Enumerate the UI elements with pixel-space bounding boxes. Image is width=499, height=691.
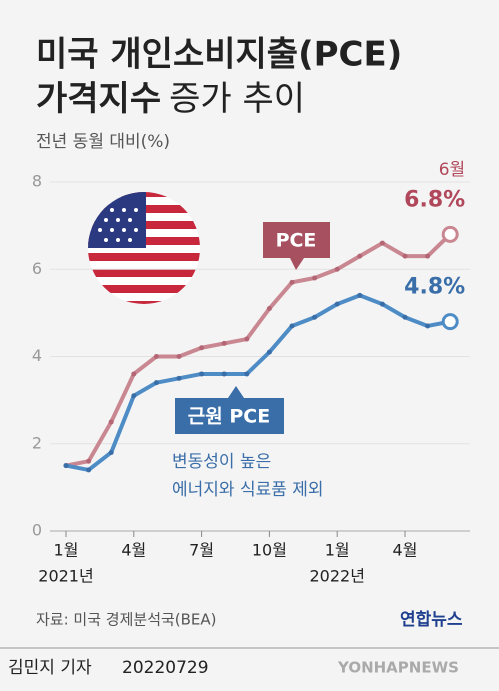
point	[108, 449, 114, 455]
point	[244, 336, 250, 342]
x-tick-label: 10월	[252, 541, 287, 560]
point	[63, 463, 69, 469]
point	[266, 349, 272, 355]
point	[357, 253, 363, 259]
point	[289, 323, 295, 329]
point	[425, 323, 431, 329]
point	[441, 225, 459, 243]
series-callout	[263, 222, 330, 270]
x-tick-label: 1월	[325, 541, 350, 560]
point	[176, 375, 182, 381]
point	[86, 458, 92, 464]
point	[153, 354, 159, 359]
point	[334, 266, 340, 272]
date: 20220729	[122, 658, 209, 678]
point	[266, 306, 272, 312]
point	[131, 371, 137, 377]
point	[312, 275, 318, 281]
point	[334, 301, 340, 307]
line	[65, 232, 452, 468]
point	[244, 371, 250, 377]
value-label: 4.8%	[404, 275, 465, 300]
brand: 연합뉴스	[400, 609, 463, 630]
point	[221, 340, 227, 346]
point	[425, 253, 431, 259]
point	[86, 467, 92, 473]
point	[131, 393, 137, 399]
source: 자료: 미국 경제분석국(BEA)	[36, 611, 217, 629]
point	[402, 253, 408, 259]
annotation: 에너지와 식료품 제외	[172, 480, 324, 500]
title: 증가 추이	[169, 79, 305, 119]
point	[199, 371, 205, 377]
point	[199, 345, 205, 351]
us-flag	[88, 192, 200, 304]
y-axis-label: 전년 동월 대비(%)	[36, 132, 170, 152]
series-label: 근원 PCE	[188, 406, 270, 428]
y-tick-label: 8	[32, 172, 42, 191]
point	[289, 279, 295, 285]
point	[379, 301, 385, 307]
last-point-label: 6월	[439, 160, 465, 180]
point	[221, 371, 227, 377]
point	[379, 240, 385, 246]
y-tick-label: 6	[32, 259, 42, 278]
series-callout	[175, 386, 284, 434]
series-label: PCE	[276, 230, 317, 252]
annotation: 변동성이 높은	[172, 452, 271, 472]
title: 가격지수	[36, 79, 161, 119]
x-tick-label: 4월	[121, 541, 146, 560]
x-tick-label: 1월	[54, 541, 79, 560]
x-tick-label: 7월	[189, 541, 214, 560]
point	[312, 314, 318, 320]
title: 미국 개인소비지출(PCE)	[36, 35, 402, 75]
point	[108, 419, 114, 425]
x-tick-label: 4월	[393, 541, 418, 560]
point	[176, 354, 182, 359]
line	[65, 293, 451, 472]
x-year-label: 2021년	[38, 567, 93, 586]
y-tick-label: 2	[32, 433, 42, 452]
point	[441, 313, 459, 331]
value-label: 6.8%	[404, 187, 465, 212]
title: 가격지수 증가 추이	[36, 79, 305, 119]
point	[153, 380, 159, 386]
y-tick-label: 0	[32, 521, 42, 540]
watermark: YONHAPNEWS	[337, 659, 459, 677]
point	[357, 292, 363, 298]
point	[402, 314, 408, 320]
x-year-label: 2022년	[309, 567, 364, 586]
y-tick-label: 4	[32, 346, 42, 365]
reporter: 김민지 기자	[8, 658, 92, 678]
